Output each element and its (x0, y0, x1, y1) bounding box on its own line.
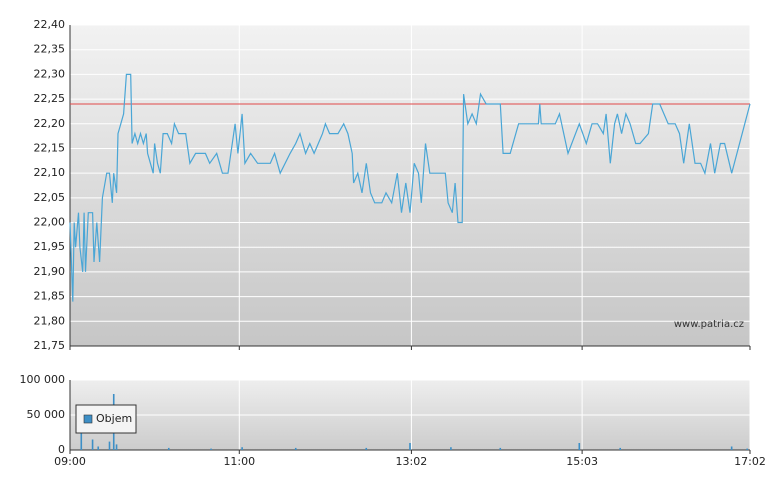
y-tick-label: 22,30 (34, 67, 66, 80)
volume-bar (167, 447, 170, 450)
volume-bar (619, 447, 622, 450)
volume-bar (91, 439, 94, 450)
y-tick-label: 22,25 (34, 92, 66, 105)
x-tick-label: 17:02 (734, 455, 766, 468)
volume-bar (499, 447, 502, 450)
y-tick-label: 50 000 (27, 408, 66, 421)
y-tick-label: 22,15 (34, 141, 66, 154)
y-tick-label: 21,75 (34, 339, 66, 352)
volume-bar (365, 447, 368, 450)
volume-bar (108, 441, 111, 450)
legend-label: Objem (96, 412, 132, 425)
x-tick-label: 15:03 (566, 455, 598, 468)
volume-bar (746, 448, 748, 450)
volume-bar (115, 444, 118, 450)
y-tick-label: 22,05 (34, 191, 66, 204)
x-tick-label: 13:02 (396, 455, 428, 468)
volume-bar (80, 432, 83, 450)
volume-bar (97, 446, 100, 450)
price-line (69, 73, 751, 302)
y-tick-label: 21,85 (34, 290, 66, 303)
volume-bar (241, 447, 243, 450)
y-tick-label: 100 000 (20, 373, 66, 386)
x-tick-label: 11:00 (223, 455, 255, 468)
price-plot-area (70, 25, 750, 346)
y-tick-label: 0 (58, 443, 65, 456)
y-tick-label: 22,40 (34, 18, 66, 31)
y-tick-label: 21,90 (34, 265, 66, 278)
volume-bar (730, 446, 733, 450)
y-tick-label: 22,10 (34, 166, 66, 179)
y-tick-label: 21,80 (34, 314, 66, 327)
volume-bar (578, 443, 581, 450)
x-tick-label: 09:00 (54, 455, 86, 468)
y-tick-label: 22,35 (34, 43, 66, 56)
volume-bar (409, 443, 411, 450)
volume-bar (294, 447, 297, 450)
legend-swatch (83, 414, 93, 424)
y-tick-label: 22,00 (34, 216, 66, 229)
volume-bar (210, 448, 212, 450)
volume-bar (450, 447, 452, 450)
y-tick-label: 21,95 (34, 240, 66, 253)
y-tick-label: 22,20 (34, 117, 66, 130)
watermark: www.patria.cz (674, 319, 744, 330)
